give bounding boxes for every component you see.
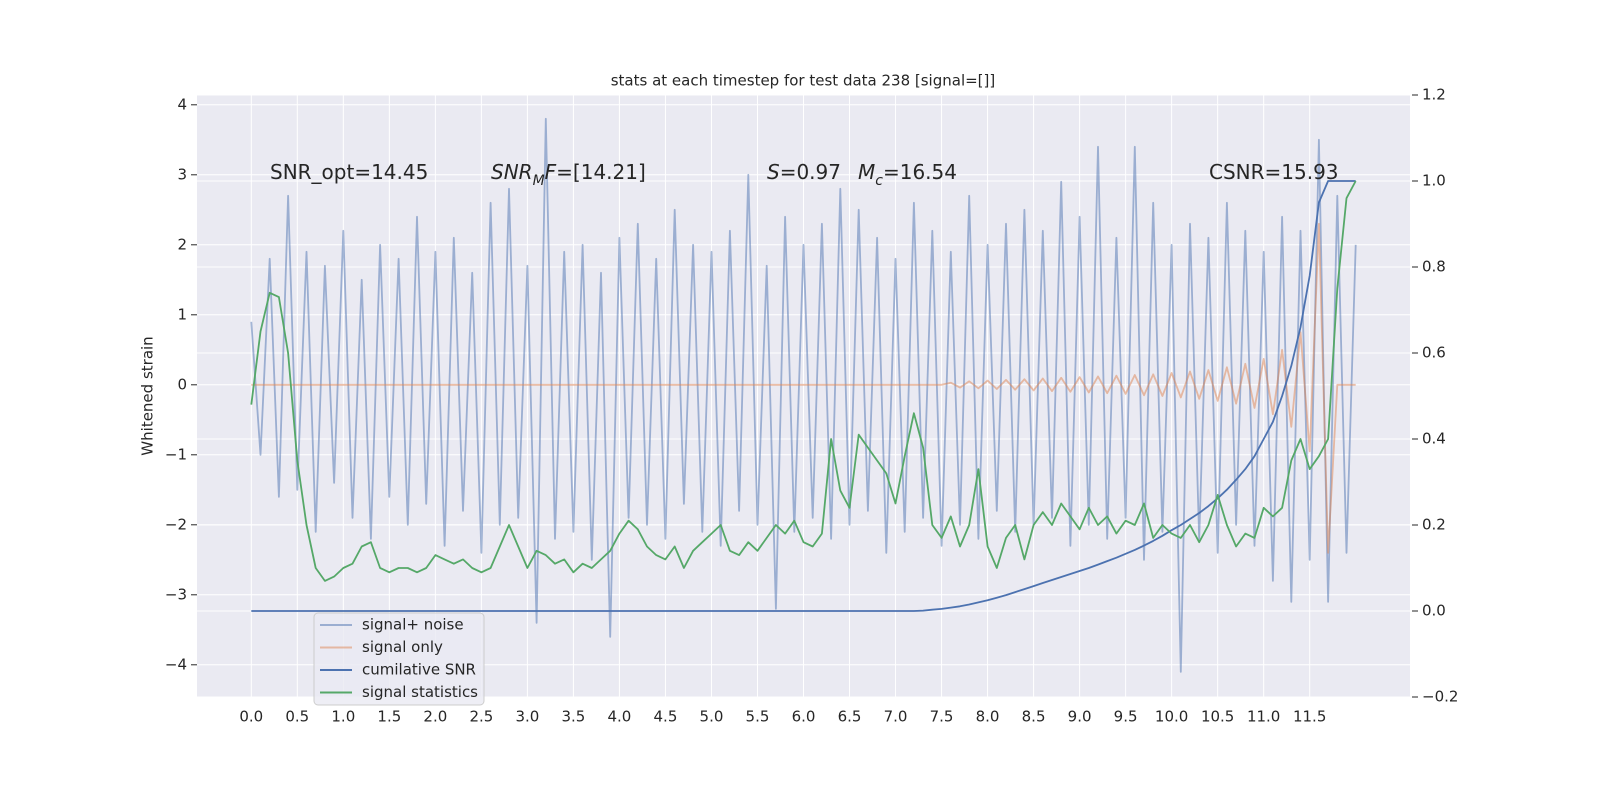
series-line [251, 180, 1356, 612]
legend-box [313, 612, 485, 706]
annotation-part: SNR_opt=14.45 [270, 160, 428, 184]
x-tick-label: 4.5 [654, 708, 678, 726]
x-tick-label: 0.0 [239, 708, 263, 726]
y2-tick-label: 0.0 [1422, 602, 1446, 620]
x-tick-label: 11.0 [1247, 708, 1280, 726]
y-tick-label: 3 [177, 165, 187, 183]
annotation-part: =16.54 [883, 160, 957, 184]
series-line [250, 117, 1357, 673]
y-tick-label: −1 [165, 445, 187, 463]
y-tick-label: 2 [177, 235, 187, 253]
x-tick-label: 2.0 [423, 708, 447, 726]
annotation-part: M [858, 160, 875, 184]
x-tick-label: 0.5 [285, 708, 309, 726]
legend-label: signal statistics [362, 683, 478, 701]
y2-tick-label: 0.6 [1422, 344, 1446, 362]
annotation-part: c [875, 173, 883, 189]
annotation-part: M [533, 173, 545, 189]
x-tick-label: 1.5 [377, 708, 401, 726]
x-tick-label: 7.0 [884, 708, 908, 726]
y-tick-label: −2 [165, 515, 187, 533]
x-tick-label: 7.5 [930, 708, 954, 726]
series-line [251, 222, 1356, 554]
y-tick-label: 4 [177, 95, 187, 113]
annotation-part: =[14.21] [556, 160, 646, 184]
x-tick-label: 4.0 [608, 708, 632, 726]
y2-tick-label: 1.0 [1422, 172, 1446, 190]
chart-title: stats at each timestep for test data 238… [611, 72, 996, 90]
x-tick-label: 9.5 [1114, 708, 1138, 726]
annotation-part: =0.97 [780, 160, 841, 184]
annotation: SNR_opt=14.45 [270, 160, 428, 184]
x-tick-label: 2.5 [469, 708, 493, 726]
annotation: S=0.97 [767, 160, 841, 184]
x-tick-label: 6.5 [838, 708, 862, 726]
x-tick-label: 10.5 [1201, 708, 1234, 726]
annotation-part: CSNR=15.93 [1209, 160, 1339, 184]
x-tick-label: 10.0 [1155, 708, 1188, 726]
y2-tick-label: 0.8 [1422, 258, 1446, 276]
legend-label: signal+ noise [362, 616, 464, 634]
x-tick-label: 5.5 [746, 708, 770, 726]
x-tick-label: 3.5 [561, 708, 585, 726]
y-axis-label: Whitened strain [139, 336, 157, 455]
y2-tick-label: −0.2 [1422, 688, 1458, 706]
y-tick-label: −3 [165, 585, 187, 603]
x-tick-label: 9.0 [1068, 708, 1092, 726]
annotation: SNRMF=[14.21] [491, 160, 646, 190]
annotation-part: S [767, 160, 780, 184]
x-tick-label: 1.0 [331, 708, 355, 726]
x-tick-label: 6.0 [792, 708, 816, 726]
x-tick-label: 11.5 [1293, 708, 1326, 726]
annotation-part: SNR [491, 160, 533, 184]
x-tick-label: 8.5 [1022, 708, 1046, 726]
x-tick-label: 5.0 [700, 708, 724, 726]
y2-tick-label: 0.4 [1422, 430, 1446, 448]
legend-label: cumilative SNR [362, 661, 476, 679]
annotation-part: F [545, 160, 557, 184]
y2-tick-label: 0.2 [1422, 516, 1446, 534]
y2-tick-label: 1.2 [1422, 86, 1446, 104]
legend-label: signal only [362, 638, 443, 656]
y-tick-label: −4 [165, 655, 187, 673]
y-tick-label: 0 [177, 375, 187, 393]
annotation: CSNR=15.93 [1209, 160, 1339, 184]
x-tick-label: 3.0 [515, 708, 539, 726]
x-tick-label: 8.0 [976, 708, 1000, 726]
y-tick-label: 1 [177, 305, 187, 323]
series-line [250, 180, 1357, 582]
annotation: Mc=16.54 [858, 160, 957, 190]
